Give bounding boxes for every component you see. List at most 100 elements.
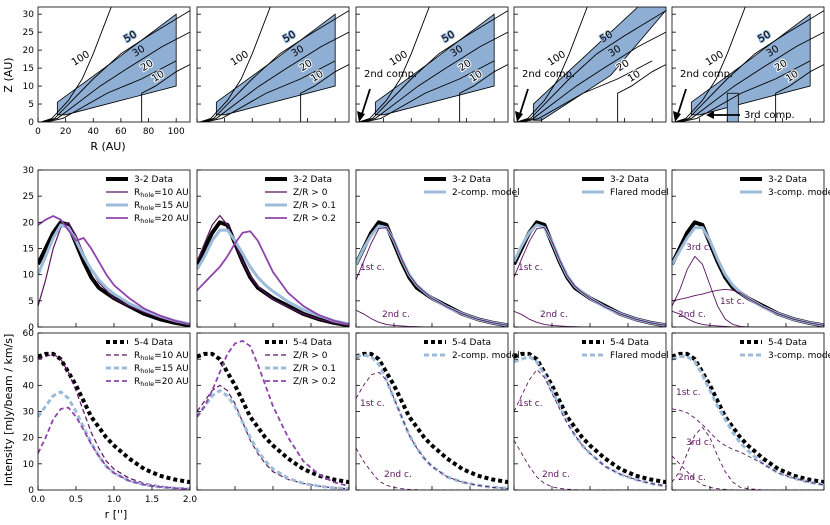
series-r-hole-10-au bbox=[38, 353, 190, 490]
series-3-2-data bbox=[514, 220, 666, 327]
y-tick-label: 15 bbox=[23, 245, 34, 255]
series-z-r-0-2 bbox=[197, 230, 349, 326]
profile-lines bbox=[672, 351, 824, 490]
legend-text: =10 AU bbox=[154, 351, 189, 361]
mid-profile-panel-2: 3-2 Data Z/R > 0 Z/R > 0.1 Z/R > 0.2 bbox=[196, 169, 350, 328]
legend-label: Z/R > 0.2 bbox=[293, 214, 336, 224]
contour-50 bbox=[676, 10, 824, 122]
series-r-hole-20-au bbox=[38, 215, 190, 326]
series-z-r-0 bbox=[197, 384, 349, 490]
component-label-1st-c-: 1st c. bbox=[676, 388, 701, 398]
y-tick-label: 0 bbox=[28, 323, 34, 333]
legend-label: Z/R > 0.1 bbox=[293, 364, 336, 374]
component-label-2nd-c-: 2nd c. bbox=[540, 310, 568, 320]
contour-10 bbox=[300, 64, 349, 122]
contour-label-100: 100 bbox=[704, 49, 726, 68]
y-tick-label: 20 bbox=[23, 218, 35, 228]
contour-100 bbox=[199, 7, 271, 122]
r-axis-label: R (AU) bbox=[90, 140, 125, 153]
series-1st-c- bbox=[672, 408, 824, 486]
series-5-4-data bbox=[356, 351, 508, 485]
contour-label-100: 100 bbox=[546, 49, 568, 68]
series-1st-c- bbox=[356, 371, 508, 489]
legend-label: 2-comp. model bbox=[452, 188, 520, 198]
contour-label-50: 50 bbox=[281, 29, 298, 45]
bot-profile-panel-5: 3rd c. 1st c. 2nd c. 5-4 Data 3-comp. model bbox=[671, 332, 830, 491]
series-3-2-data bbox=[356, 220, 508, 327]
series-z-r-0 bbox=[197, 214, 349, 327]
series-2-comp-model bbox=[356, 224, 508, 327]
bot-profile-panel-4: 1st c. 2nd c. 5-4 Data Flared model bbox=[513, 332, 669, 491]
component-label-1st-c-: 1st c. bbox=[360, 399, 385, 409]
contour-100 bbox=[674, 7, 746, 122]
annotation-2nd-comp: 2nd comp. bbox=[364, 69, 417, 80]
contour-50 bbox=[518, 10, 666, 122]
y-tick-label: 50 bbox=[23, 355, 35, 365]
series-flared-model bbox=[514, 355, 666, 488]
x-tick-label: 0.5 bbox=[69, 495, 83, 505]
series-1st-c- bbox=[356, 227, 508, 326]
y-tick-label: 20 bbox=[23, 434, 35, 444]
contour-20 bbox=[46, 60, 177, 122]
disk-region bbox=[215, 13, 336, 116]
contour-20 bbox=[364, 60, 495, 122]
legend-label: Z/R > 0 bbox=[293, 188, 328, 198]
series-2nd-c- bbox=[356, 447, 508, 490]
profile-lines bbox=[197, 339, 349, 490]
x-tick-label: 2.0 bbox=[183, 495, 198, 505]
contour-label-50: 50 bbox=[756, 29, 773, 45]
series-z-r-0-1 bbox=[197, 389, 349, 490]
legend-label: Rhole=10 AU bbox=[134, 188, 189, 199]
annotation-2nd-comp: 2nd comp. bbox=[522, 69, 575, 80]
y-tick-label: 60 bbox=[23, 329, 35, 339]
legend-label: 3-2 Data bbox=[134, 175, 173, 185]
third-component-region bbox=[726, 92, 739, 122]
arrowhead-2nd-comp bbox=[357, 111, 365, 122]
contour-20 bbox=[680, 60, 811, 122]
profile-lines bbox=[38, 215, 190, 327]
x-tick-label: 0.0 bbox=[31, 495, 46, 505]
profile-lines bbox=[197, 214, 349, 327]
y-tick-label: 25 bbox=[23, 192, 34, 202]
legend-label: 5-4 Data bbox=[452, 338, 491, 348]
contour-50 bbox=[42, 10, 190, 122]
legend-label: 5-4 Data bbox=[768, 338, 807, 348]
arrow-2nd-comp bbox=[676, 88, 687, 118]
x-tick-label: 0 bbox=[35, 127, 41, 137]
component-label-1st-c-: 1st c. bbox=[360, 263, 385, 273]
y-tick-label: 30 bbox=[23, 408, 35, 418]
series-z-r-0-1 bbox=[197, 228, 349, 326]
x-tick-label: 80 bbox=[143, 127, 155, 137]
series-3-2-data bbox=[197, 220, 349, 327]
legend-label: 3-comp. model bbox=[768, 351, 830, 361]
legend-subscript: hole bbox=[140, 204, 154, 212]
component-label-2nd-c-: 2nd c. bbox=[678, 473, 706, 483]
profile-lines bbox=[514, 351, 666, 490]
legend-text: R bbox=[134, 188, 140, 198]
series-r-hole-15-au bbox=[38, 223, 190, 326]
profile-lines bbox=[38, 351, 190, 490]
legend-label: 5-4 Data bbox=[610, 338, 649, 348]
legend-text: =10 AU bbox=[154, 188, 189, 198]
legend-label: Rhole=15 AU bbox=[134, 201, 189, 212]
disk-panel-frame bbox=[196, 6, 350, 123]
profile-lines bbox=[356, 220, 508, 327]
disk-region bbox=[374, 13, 495, 116]
profile-lines bbox=[356, 351, 508, 490]
legend-text: =15 AU bbox=[154, 364, 189, 374]
x-tick-label: 60 bbox=[115, 127, 127, 137]
arrowhead-2nd-comp bbox=[515, 111, 523, 122]
disk-region bbox=[532, 7, 666, 121]
component-label-1st-c-: 1st c. bbox=[720, 297, 745, 307]
mid-profile-panel-3: 1st c. 2nd c. 3-2 Data 2-comp. model bbox=[355, 169, 520, 328]
contour-label-100: 100 bbox=[388, 49, 410, 68]
y-tick-label: 0 bbox=[28, 118, 34, 128]
contour-30 bbox=[677, 31, 824, 122]
legend-text: =20 AU bbox=[154, 377, 189, 387]
contour-label-100: 100 bbox=[229, 49, 251, 68]
